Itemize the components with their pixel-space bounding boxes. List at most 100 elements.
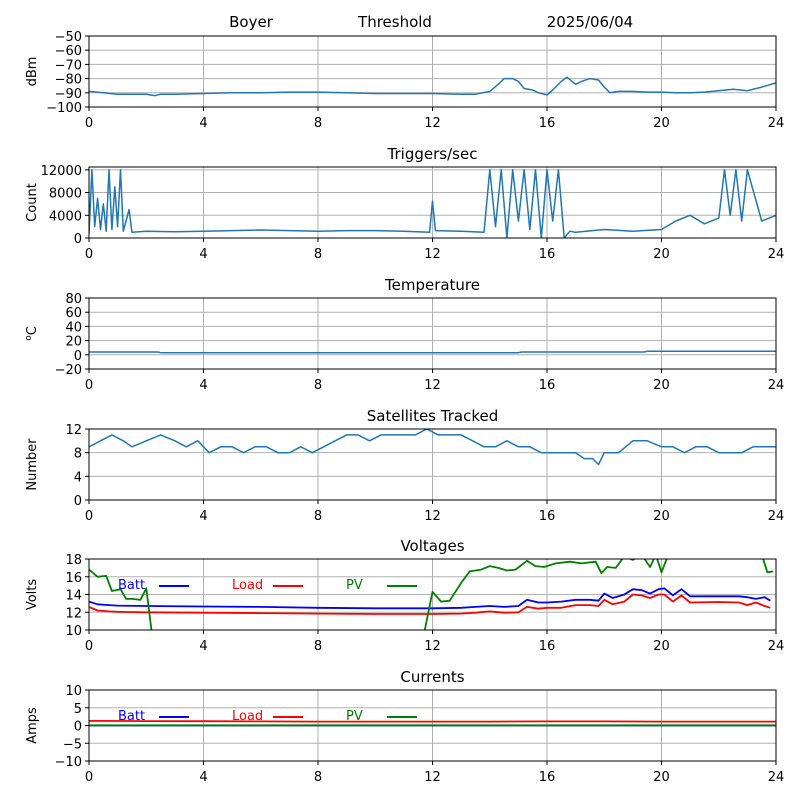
- x-tick-label: 0: [85, 378, 93, 393]
- y-axis-label: Count: [25, 183, 40, 222]
- x-tick-label: 16: [539, 247, 556, 262]
- x-tick-label: 20: [653, 639, 670, 654]
- y-tick-label: −20: [55, 363, 82, 378]
- x-tick-label: 8: [314, 378, 322, 393]
- series-line-load: [89, 720, 776, 723]
- legend-label-pv: PV: [346, 578, 363, 593]
- y-tick-label: 60: [65, 306, 82, 321]
- y-tick-label: 4: [74, 470, 82, 485]
- y-tick-label: 8000: [49, 187, 82, 202]
- y-tick-label: −5: [63, 737, 82, 752]
- series-line: [89, 429, 776, 466]
- x-tick-label: 16: [539, 116, 556, 131]
- x-tick-label: 16: [539, 378, 556, 393]
- x-tick-label: 8: [314, 116, 322, 131]
- y-tick-label: 12: [65, 423, 82, 438]
- y-tick-label: 10: [65, 624, 82, 639]
- x-tick-label: 16: [539, 639, 556, 654]
- x-tick-label: 12: [424, 770, 441, 785]
- panel-3: 0 4 8 12 16 20 24 0 4 8 12 Satellites Tracked Number: [25, 407, 784, 524]
- y-axis-label-degree: o: [24, 335, 34, 341]
- y-tick-label: 0: [74, 494, 82, 509]
- series-group: [89, 350, 776, 354]
- panel-1: 0 4 8 12 16 20 24 0 4000 8000 12000 Triggers/sec Cou…: [25, 145, 784, 262]
- x-tick-label: 4: [199, 639, 207, 654]
- series-line: [89, 169, 776, 238]
- x-tick-label: 12: [424, 509, 441, 524]
- series-group: [89, 720, 776, 727]
- header-date: 2025/06/04: [547, 13, 633, 31]
- y-tick-label: −70: [55, 58, 82, 73]
- y-axis-label-unit: C: [25, 326, 40, 335]
- y-tick-label: 12: [65, 606, 82, 621]
- panel-title: Triggers/sec: [387, 145, 478, 163]
- y-tick-label: 12000: [41, 164, 82, 179]
- x-tick-label: 20: [653, 770, 670, 785]
- x-tick-label: 4: [199, 509, 207, 524]
- y-tick-label: −60: [55, 44, 82, 59]
- x-tick-label: 4: [199, 247, 207, 262]
- series-line-pv: [89, 559, 774, 630]
- x-tick-label: 4: [199, 378, 207, 393]
- y-axis-label: Amps: [25, 707, 40, 744]
- legend-label-load: Load: [232, 578, 263, 593]
- x-tick-label: 0: [85, 770, 93, 785]
- x-tick-label: 24: [768, 116, 785, 131]
- series-group: [89, 429, 776, 466]
- x-tick-label: 20: [653, 509, 670, 524]
- x-tick-label: 12: [424, 378, 441, 393]
- x-tick-label: 24: [768, 509, 785, 524]
- x-tick-label: 20: [653, 116, 670, 131]
- y-axis-label: Volts: [25, 579, 40, 611]
- y-tick-label: −100: [46, 101, 82, 116]
- x-tick-label: 16: [539, 509, 556, 524]
- x-tick-label: 12: [424, 247, 441, 262]
- x-tick-label: 20: [653, 247, 670, 262]
- y-tick-label: 0: [74, 720, 82, 735]
- x-tick-label: 0: [85, 247, 93, 262]
- series-line-batt: [89, 587, 771, 610]
- x-tick-label: 0: [85, 509, 93, 524]
- y-axis-label: Number: [25, 438, 40, 491]
- x-tick-label: 20: [653, 378, 670, 393]
- series-line-load: [89, 593, 771, 615]
- y-tick-label: 40: [65, 320, 82, 335]
- y-tick-label: 18: [65, 553, 82, 568]
- x-tick-label: 24: [768, 639, 785, 654]
- x-tick-label: 16: [539, 770, 556, 785]
- x-tick-label: 8: [314, 509, 322, 524]
- y-tick-label: −50: [55, 30, 82, 45]
- series-group: [89, 76, 776, 97]
- x-tick-label: 8: [314, 247, 322, 262]
- series-group: [89, 169, 776, 238]
- panel-title: Satellites Tracked: [367, 407, 498, 425]
- y-tick-label: 0: [74, 232, 82, 247]
- y-tick-label: 5: [74, 702, 82, 717]
- y-tick-label: 8: [74, 447, 82, 462]
- x-tick-label: 24: [768, 247, 785, 262]
- y-tick-label: −80: [55, 73, 82, 88]
- legend-label-load: Load: [232, 709, 263, 724]
- series-line: [89, 76, 776, 97]
- x-tick-label: 4: [199, 116, 207, 131]
- x-tick-label: 24: [768, 770, 785, 785]
- y-tick-label: 20: [65, 335, 82, 350]
- x-tick-label: 8: [314, 639, 322, 654]
- panel-title: Temperature: [384, 276, 480, 294]
- y-tick-label: 4000: [49, 209, 82, 224]
- series-group: [89, 559, 774, 630]
- panel-title: Currents: [400, 668, 464, 686]
- series-line: [89, 350, 776, 354]
- y-tick-label: −90: [55, 87, 82, 102]
- y-axis-label: dBm: [25, 57, 40, 87]
- y-tick-label: 0: [74, 349, 82, 364]
- legend-label-batt: Batt: [118, 578, 145, 593]
- panel-4: 0 4 8 12 16 20 24 10 12 14 16 18 Voltages Volts Batt Lo…: [25, 537, 784, 654]
- x-tick-label: 8: [314, 770, 322, 785]
- panel-5: 0 4 8 12 16 20 24 −10 −5 0 5 10 Currents Amps Batt Load…: [25, 668, 784, 785]
- y-tick-label: 16: [65, 571, 82, 586]
